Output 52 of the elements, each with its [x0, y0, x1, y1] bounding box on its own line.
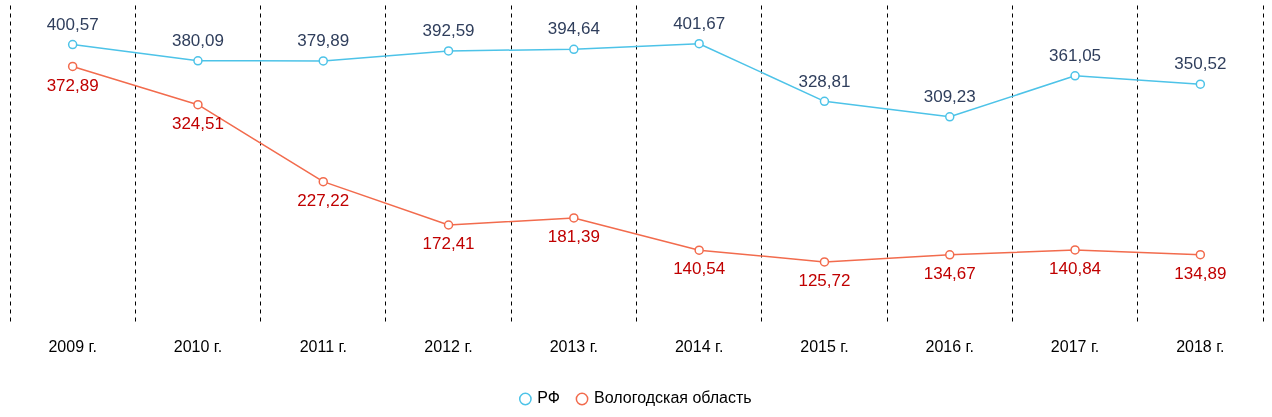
point: [694, 38, 704, 49]
x-tick-label: 2011 г.: [299, 337, 347, 355]
point: [193, 56, 203, 66]
point: [1070, 245, 1080, 255]
point: [1195, 79, 1206, 89]
data-label: 134,67: [923, 264, 976, 284]
data-label: 379,89: [297, 31, 350, 51]
data-label: 392,59: [422, 21, 475, 41]
data-label: 309,23: [923, 87, 976, 106]
data-label: 380,09: [171, 30, 224, 50]
x-tick-label: 2018 г.: [1176, 337, 1225, 355]
point: [67, 61, 78, 72]
x-tick-label: 2010 г.: [173, 337, 223, 355]
point: [193, 99, 203, 110]
x-tick-label: 2017 г.: [1050, 337, 1100, 355]
point: [694, 245, 704, 255]
data-label: 401,67: [673, 13, 726, 33]
legend-label: Вологодская область: [594, 389, 752, 407]
point: [819, 96, 830, 107]
legend-label: РФ: [537, 389, 561, 407]
data-label: 227,22: [297, 190, 350, 210]
point: [945, 112, 955, 122]
x-tick-label: 2016 г.: [925, 337, 974, 355]
x-tick-label: 2012 г.: [424, 337, 473, 355]
data-label: 324,51: [171, 113, 224, 133]
x-tick-label: 2009 г.: [48, 337, 97, 355]
data-label: 140,84: [1049, 259, 1102, 279]
data-label: 172,41: [422, 234, 475, 254]
data-label: 181,39: [547, 227, 600, 247]
point: [1195, 249, 1206, 260]
point: [569, 213, 579, 223]
data-label: 400,57: [46, 14, 99, 34]
x-tick-label: 2013 г.: [549, 337, 599, 355]
point: [318, 176, 328, 187]
data-label: 125,72: [798, 271, 851, 291]
point: [443, 46, 454, 56]
x-tick-label: 2015 г.: [800, 337, 849, 355]
point: [67, 39, 78, 50]
data-label: 134,89: [1174, 263, 1227, 283]
point: [819, 257, 830, 267]
data-label: 361,05: [1049, 46, 1102, 66]
point: [318, 56, 328, 66]
point: [443, 220, 454, 230]
data-label: 372,89: [46, 75, 99, 95]
point: [1070, 71, 1080, 81]
data-label: 394,64: [547, 19, 600, 39]
point: [569, 44, 579, 55]
x-tick-label: 2014 г.: [674, 337, 724, 355]
data-label: 140,54: [673, 259, 726, 279]
data-label: 328,81: [798, 71, 851, 91]
data-label: 350,52: [1174, 54, 1227, 74]
point: [945, 250, 955, 260]
